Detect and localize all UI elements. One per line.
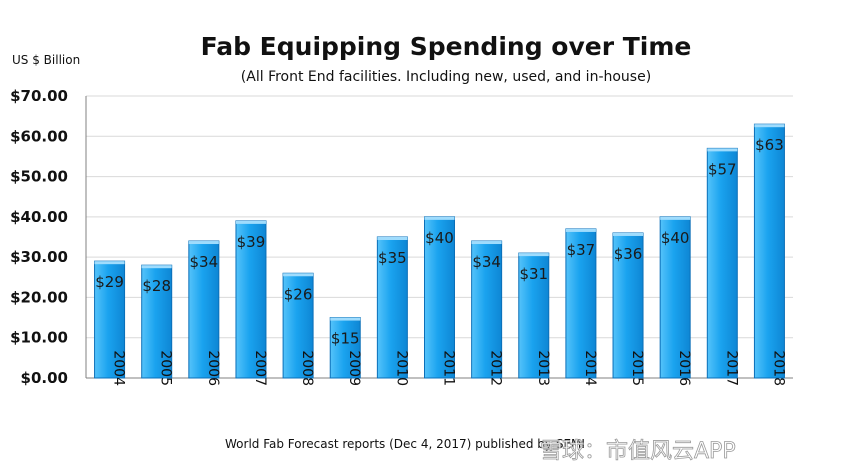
bar-2007 — [235, 220, 267, 379]
y-axis-ticks: $0.00 $10.00 $20.00 $30.00 $40.00 $50.00 $60.0… — [10, 87, 68, 387]
y-axis-label: US $ Billion — [12, 53, 80, 67]
bar-2012 — [471, 240, 503, 379]
bar-2018 — [753, 123, 785, 379]
bar-2005 — [141, 264, 173, 379]
x-tick-label-2013: 2013 — [535, 350, 551, 386]
bar-cap-2013 — [518, 253, 549, 257]
data-label-2014: $37 — [567, 241, 596, 259]
bar-2015 — [612, 232, 644, 379]
bar-2013 — [518, 252, 550, 379]
y-tick-label: $50.00 — [10, 168, 68, 186]
chart-subtitle: (All Front End facilities. Including new… — [241, 69, 651, 85]
data-label-2018: $63 — [755, 136, 784, 154]
bar-cap-2016 — [660, 216, 691, 220]
y-tick-label: $20.00 — [10, 288, 68, 306]
bar-2017 — [706, 147, 738, 379]
x-tick-label-2005: 2005 — [158, 350, 174, 386]
bar-2004 — [94, 260, 126, 379]
y-tick-label: $10.00 — [10, 329, 68, 347]
data-label-2008: $26 — [284, 285, 313, 303]
data-label-2013: $31 — [519, 265, 548, 283]
x-tick-label-2018: 2018 — [770, 350, 786, 386]
bar-cap-2007 — [235, 220, 266, 224]
y-tick-label: $0.00 — [21, 369, 68, 387]
bar-cap-2015 — [613, 232, 644, 236]
bar-cap-2014 — [565, 228, 596, 232]
data-label-2009: $15 — [331, 330, 360, 348]
source-note: World Fab Forecast reports (Dec 4, 2017)… — [225, 437, 585, 451]
x-tick-label-2007: 2007 — [252, 350, 268, 386]
x-tick-label-2008: 2008 — [299, 350, 315, 386]
data-labels: $29 $28 $34 $39 $26 $15 $35 $40 $34 $31 $37 $36 $40 $… — [95, 136, 784, 347]
y-tick-label: $70.00 — [10, 87, 68, 105]
data-label-2007: $39 — [237, 233, 266, 251]
x-tick-label-2004: 2004 — [111, 350, 127, 386]
data-label-2005: $28 — [142, 277, 171, 295]
x-tick-label-2006: 2006 — [205, 350, 221, 386]
data-label-2015: $36 — [614, 245, 643, 263]
bar-cap-2006 — [188, 241, 219, 245]
data-label-2012: $34 — [472, 253, 501, 271]
bar-cap-2009 — [330, 317, 361, 321]
data-label-2011: $40 — [425, 229, 454, 247]
data-label-2017: $57 — [708, 160, 737, 178]
bar-cap-2008 — [283, 273, 314, 277]
x-axis-ticks: 2004 2005 2006 2007 2008 2009 2010 2011 2012 2013… — [111, 350, 787, 386]
bar-cap-2018 — [754, 124, 785, 128]
bar-cap-2012 — [471, 241, 502, 245]
bar-cap-2011 — [424, 216, 455, 220]
watermark: 雪球：市值风云APP — [540, 439, 736, 464]
y-tick-label: $30.00 — [10, 248, 68, 266]
bars — [94, 123, 785, 379]
data-label-2004: $29 — [95, 273, 124, 291]
bar-cap-2005 — [141, 265, 172, 269]
x-tick-label-2017: 2017 — [723, 350, 739, 386]
y-tick-label: $60.00 — [10, 127, 68, 145]
bar-2009 — [329, 317, 361, 379]
x-tick-label-2009: 2009 — [346, 350, 362, 386]
data-label-2016: $40 — [661, 229, 690, 247]
data-label-2010: $35 — [378, 249, 407, 267]
data-label-2006: $34 — [190, 253, 219, 271]
x-tick-label-2010: 2010 — [393, 350, 409, 386]
chart-title: Fab Equipping Spending over Time — [201, 32, 692, 61]
bar-cap-2017 — [707, 148, 738, 152]
bar-cap-2004 — [94, 261, 125, 265]
x-tick-label-2014: 2014 — [582, 350, 598, 386]
x-tick-label-2012: 2012 — [488, 350, 504, 386]
x-tick-label-2011: 2011 — [441, 350, 457, 386]
x-tick-label-2016: 2016 — [676, 350, 692, 386]
bar-2011 — [424, 216, 455, 379]
bar-cap-2010 — [377, 237, 408, 240]
y-tick-label: $40.00 — [10, 208, 68, 226]
x-tick-label-2015: 2015 — [629, 350, 645, 386]
